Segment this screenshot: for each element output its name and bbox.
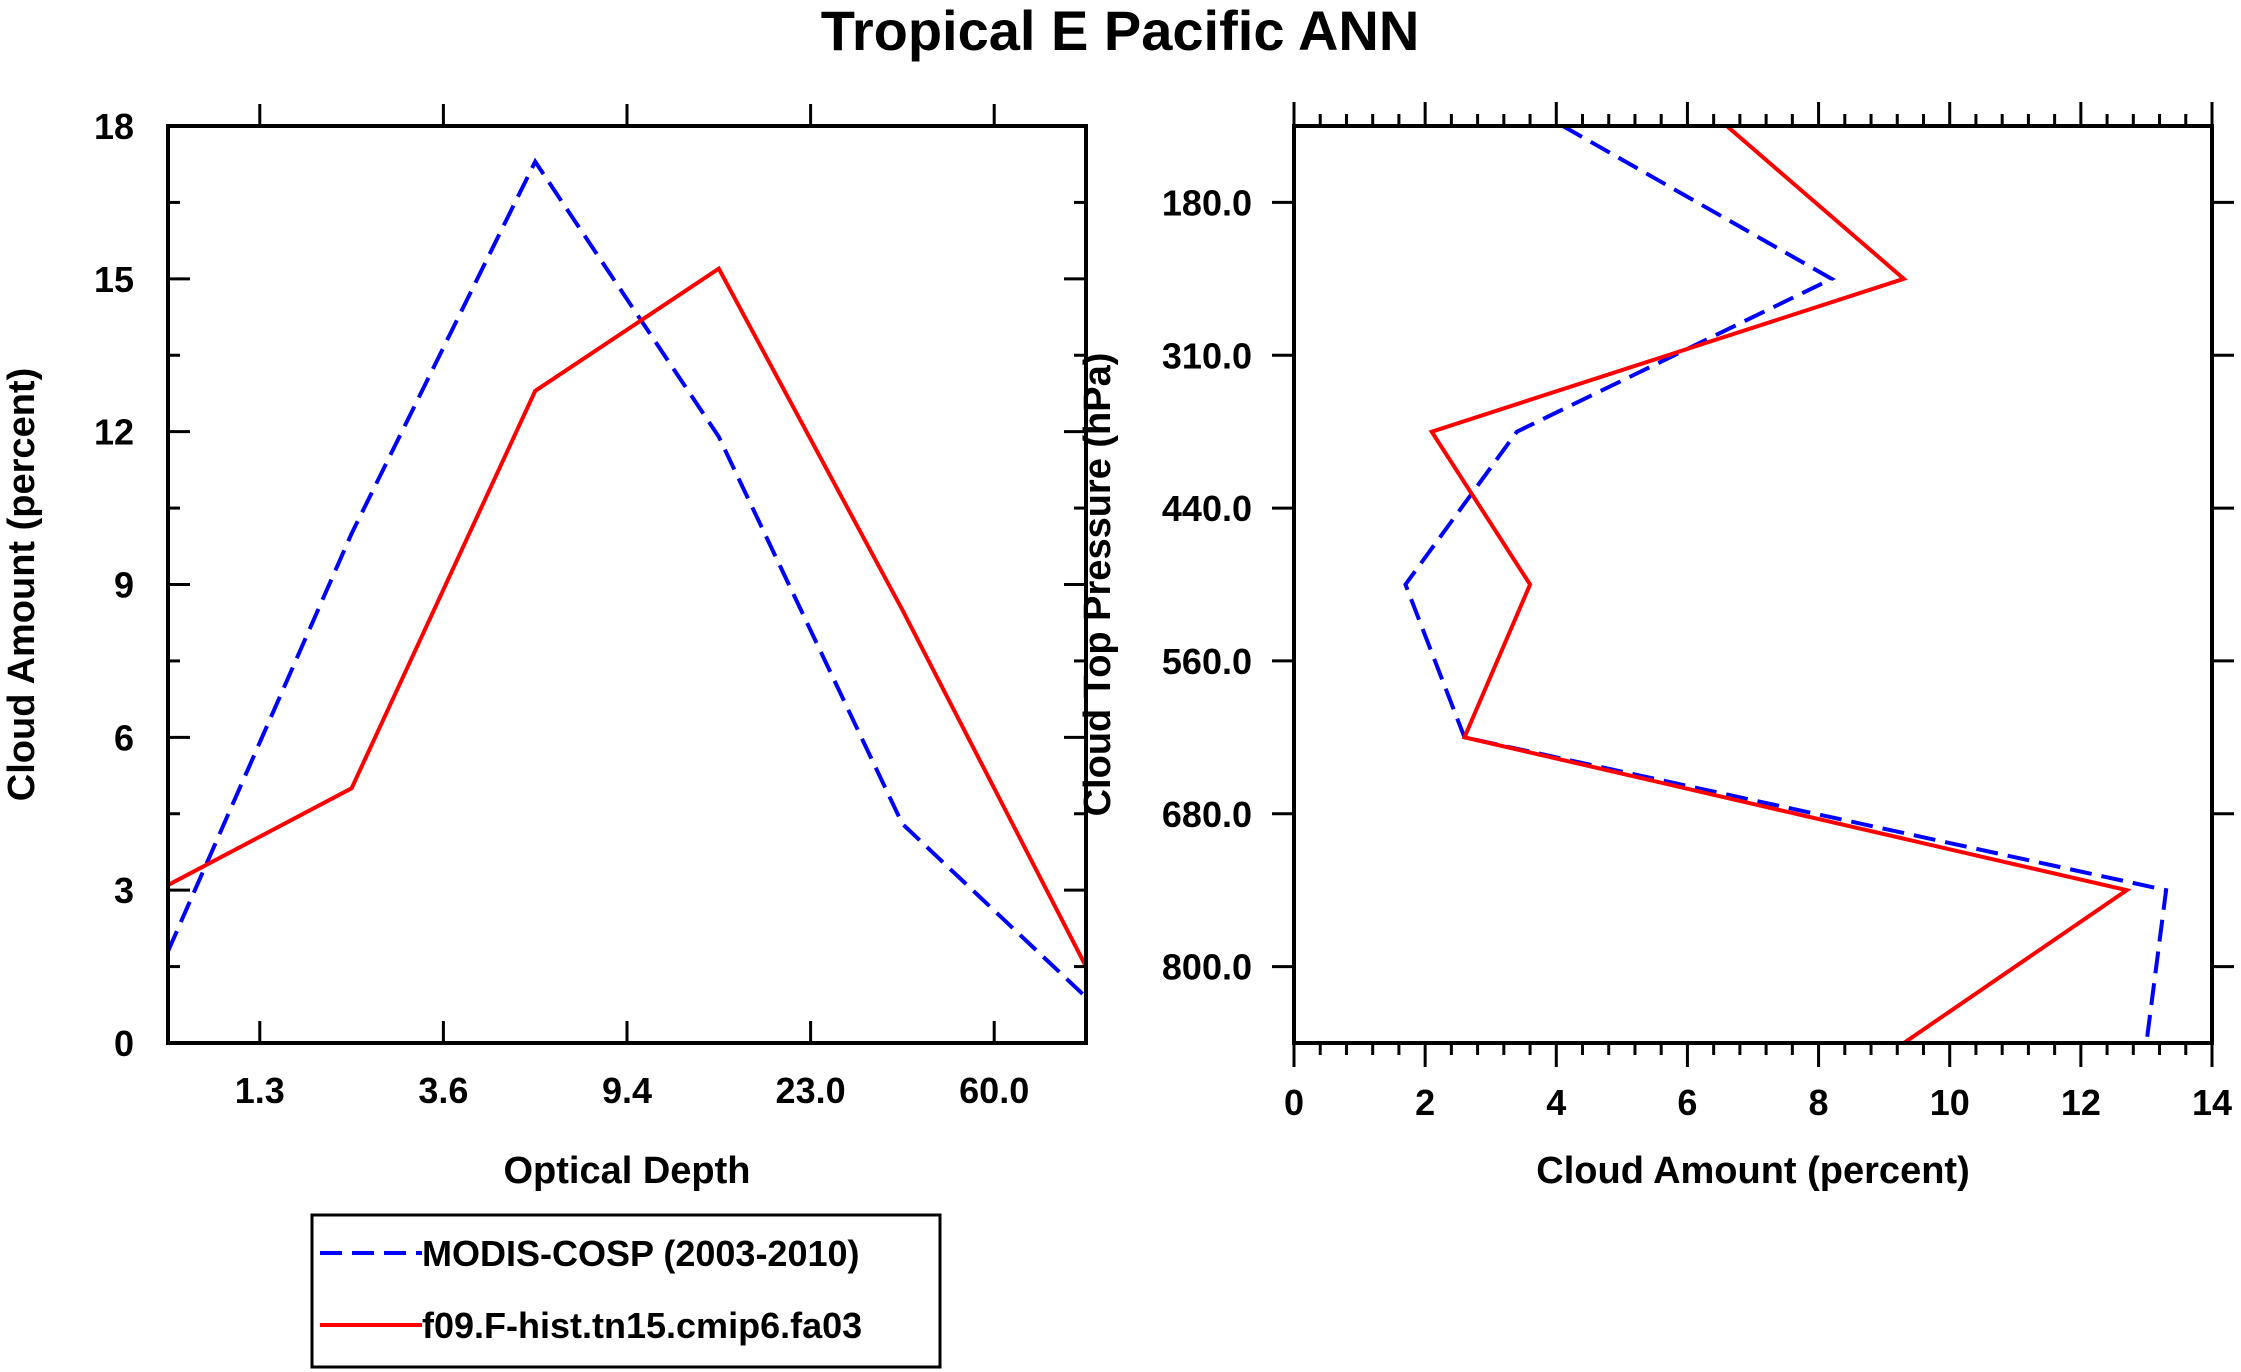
left-x-tick-label: 23.0 [776, 1070, 846, 1111]
left-y-tick-label: 0 [114, 1023, 134, 1064]
left-y-tick-label: 3 [114, 870, 134, 911]
left-plot-frame [166, 124, 1088, 1045]
left-x-tick-label: 9.4 [602, 1070, 652, 1111]
right-y-tick-label: 560.0 [1162, 641, 1252, 682]
chart-title: Tropical E Pacific ANN [821, 0, 1420, 62]
right-x-tick-label: 6 [1677, 1082, 1697, 1123]
left-y-tick-label: 9 [114, 565, 134, 606]
right-x-axis-label: Cloud Amount (percent) [1536, 1150, 1969, 1192]
right-y-tick-label: 180.0 [1162, 182, 1252, 223]
right-x-tick-label: 10 [1930, 1082, 1970, 1123]
legend: MODIS-COSP (2003-2010) f09.F-hist.tn15.cm… [310, 1213, 942, 1369]
left-series-line-1 [167, 265, 1088, 968]
right-plot-frame [1292, 124, 2214, 1045]
left-x-tick-label: 3.6 [418, 1070, 468, 1111]
right-y-tick-label: 800.0 [1162, 947, 1252, 988]
left-y-axis-label: Cloud Amount (percent) [1, 368, 43, 801]
right-plot: 0 2 4 6 8 10 12 14 180.0 310.0 440.0 560.0 680.0 800.… [1077, 102, 2234, 1192]
left-y-tick-label: 12 [94, 412, 134, 453]
left-plot: 0 3 6 9 12 15 18 1.3 3.6 9.4 23.0 60.0 Optical Depth… [1, 104, 1088, 1192]
legend-label-1: f09.F-hist.tn15.cmip6.fa03 [422, 1305, 862, 1346]
legend-box [310, 1213, 942, 1369]
right-x-tick-label: 8 [1809, 1082, 1829, 1123]
right-series-line-0 [1403, 124, 2169, 1044]
left-x-tick-label: 60.0 [959, 1070, 1029, 1111]
left-y-tick-label: 6 [114, 717, 134, 758]
right-y-tick-label: 680.0 [1162, 794, 1252, 835]
right-series-line-1 [1428, 124, 2132, 1045]
left-y-tick-label: 18 [94, 106, 134, 147]
right-x-tick-label: 2 [1415, 1082, 1435, 1123]
left-y-tick-label: 15 [94, 259, 134, 300]
right-x-tick-label: 0 [1284, 1082, 1304, 1123]
left-x-axis-label: Optical Depth [503, 1150, 750, 1192]
right-x-tick-label: 4 [1546, 1082, 1566, 1123]
right-x-tick-label: 12 [2061, 1082, 2101, 1123]
left-series-line-0 [166, 157, 1088, 999]
left-x-tick-label: 1.3 [235, 1070, 285, 1111]
right-y-tick-label: 440.0 [1162, 488, 1252, 529]
right-y-tick-label: 310.0 [1162, 335, 1252, 376]
right-x-tick-label: 14 [2192, 1082, 2232, 1123]
legend-label-0: MODIS-COSP (2003-2010) [422, 1233, 860, 1274]
right-y-axis-label: Cloud Top Pressure (hPa) [1077, 353, 1119, 817]
